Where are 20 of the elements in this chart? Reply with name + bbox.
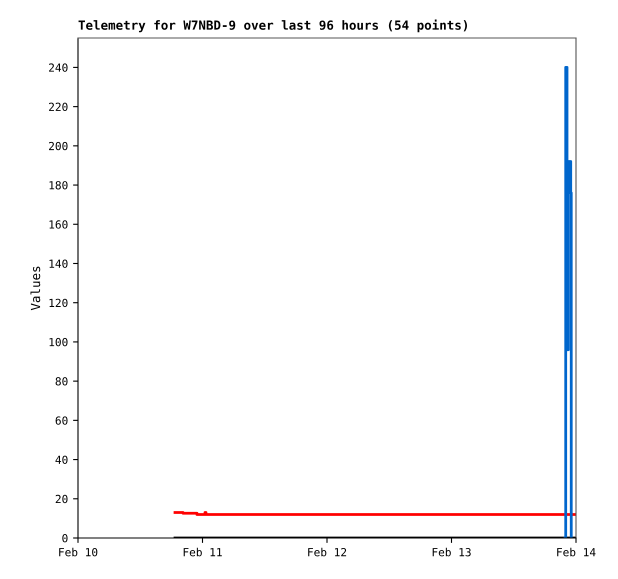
x-tick-label: Feb 10	[59, 548, 98, 556]
y-tick-label: 60	[56, 416, 68, 425]
x-tick-label: Feb 13	[432, 548, 471, 556]
x-tick-label: Feb 12	[308, 548, 346, 556]
chart-title: Telemetry for W7NBD-9 over last 96 hours (54 points)	[78, 20, 467, 32]
y-tick-label: 240	[49, 63, 68, 72]
y-tick-label: 220	[49, 102, 68, 112]
y-tick-label: 120	[50, 298, 68, 308]
y-axis-title: Values	[30, 266, 40, 310]
x-tick-label: Feb 14	[557, 548, 596, 556]
y-tick-label: 140	[50, 259, 68, 268]
y-tick-label: 20	[56, 494, 68, 504]
y-tick-label: 40	[55, 456, 68, 464]
x-tick-label: Feb 11	[184, 548, 222, 556]
y-tick-label: 200	[49, 142, 68, 150]
y-tick-label: 180	[50, 181, 68, 190]
y-tick-label: 160	[50, 220, 68, 229]
y-tick-label: 80	[56, 377, 68, 386]
y-tick-label: 100	[50, 338, 68, 346]
y-tick-label: 0	[62, 534, 68, 542]
